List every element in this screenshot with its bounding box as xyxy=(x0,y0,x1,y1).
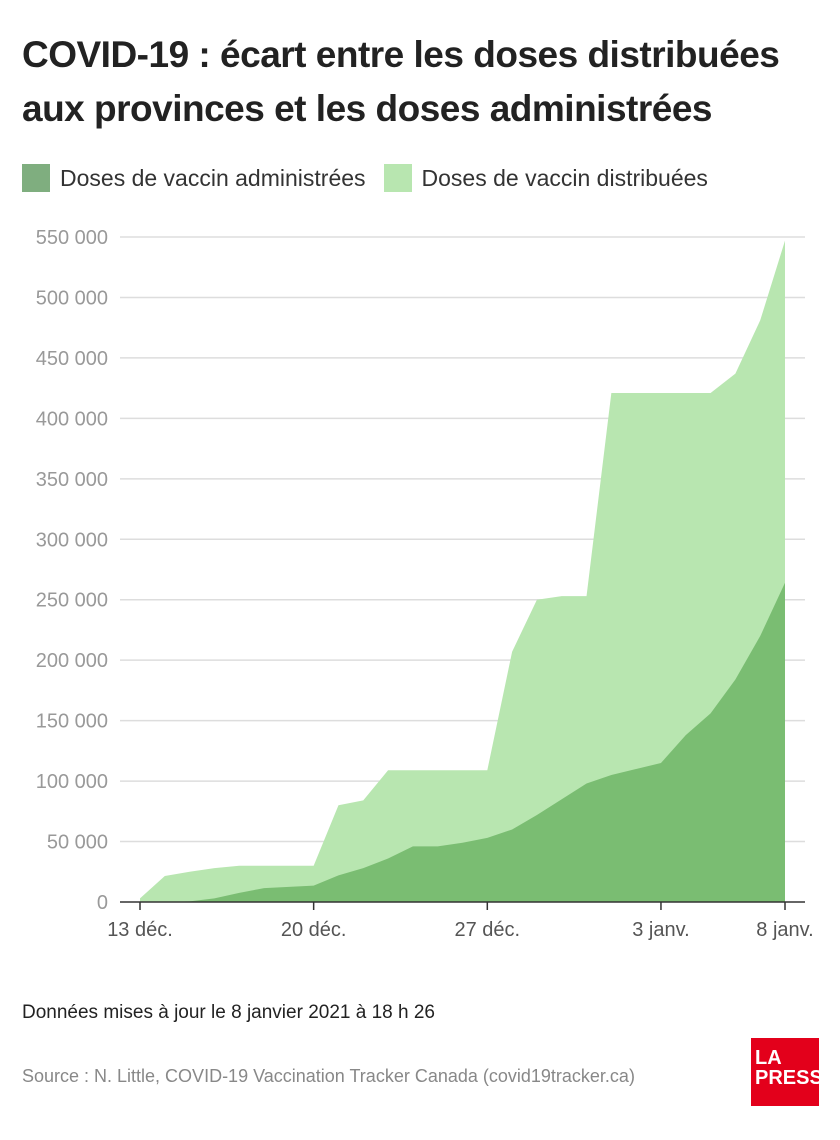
area-administered xyxy=(140,582,785,902)
x-tick-label: 13 déc. xyxy=(107,919,173,941)
legend-swatch-distributed xyxy=(383,164,412,192)
y-tick-label: 200 000 xyxy=(36,650,108,672)
x-tick-label: 20 déc. xyxy=(281,919,347,941)
y-tick-label: 500 000 xyxy=(36,287,108,309)
area-chart: 0 50 000 100 000 150 000 200 000 250 000 300 0… xyxy=(36,227,814,941)
source-note: Source : N. Little, COVID-19 Vaccination… xyxy=(22,1066,635,1086)
y-tick-label: 50 000 xyxy=(47,832,108,854)
legend-item-distributed: Doses de vaccin distribuées xyxy=(383,164,708,192)
legend-swatch-administered xyxy=(22,164,50,192)
y-tick-label: 450 000 xyxy=(36,348,108,370)
legend: Doses de vaccin administrées Doses de va… xyxy=(22,164,726,192)
y-tick-label: 550 000 xyxy=(36,227,108,249)
x-tick-label: 27 déc. xyxy=(455,919,521,941)
y-tick-label: 350 000 xyxy=(36,469,108,491)
legend-label: Doses de vaccin distribuées xyxy=(421,164,708,191)
area-distributed xyxy=(140,240,785,903)
la-presse-logo: LA PRESSE xyxy=(751,1038,836,1106)
chart-title: COVID-19 : écart entre les doses distrib… xyxy=(22,34,780,129)
y-tick-label: 300 000 xyxy=(36,529,108,551)
y-tick-label: 0 xyxy=(97,892,108,914)
legend-label: Doses de vaccin administrées xyxy=(60,164,366,191)
x-tick-label: 3 janv. xyxy=(632,919,689,941)
y-tick-label: 400 000 xyxy=(36,408,108,430)
y-tick-label: 100 000 xyxy=(36,771,108,793)
y-tick-label: 150 000 xyxy=(36,711,108,733)
legend-item-administered: Doses de vaccin administrées xyxy=(22,164,366,192)
x-tick-label: 8 janv. xyxy=(756,919,813,941)
y-tick-label: 250 000 xyxy=(36,590,108,612)
updated-note: Données mises à jour le 8 janvier 2021 à… xyxy=(22,1002,435,1023)
